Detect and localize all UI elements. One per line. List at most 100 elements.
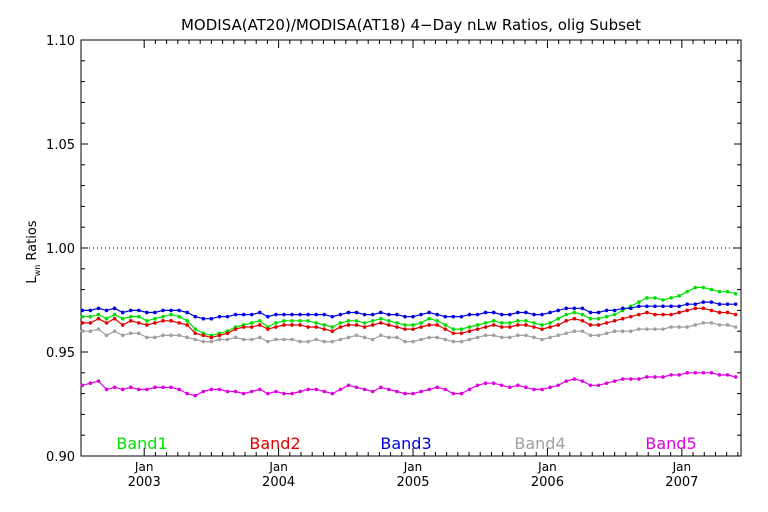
data-point-band5 [330, 391, 335, 396]
data-point-band5 [653, 375, 657, 379]
data-point-band2 [201, 333, 206, 338]
data-point-band1 [177, 314, 181, 319]
data-point-band5 [201, 389, 206, 394]
data-point-band5 [596, 383, 601, 388]
data-point-band2 [411, 327, 415, 331]
data-point-band4 [548, 335, 552, 340]
data-point-band3 [483, 310, 488, 315]
data-point-band3 [459, 314, 464, 319]
data-point-band5 [177, 387, 181, 392]
data-point-band4 [322, 339, 327, 344]
data-point-band2 [96, 316, 101, 321]
data-point-band1 [604, 314, 609, 319]
data-point-band5 [435, 385, 440, 390]
x-tick-year-label: 2004 [262, 475, 295, 490]
data-point-band4 [653, 327, 657, 331]
data-point-band2 [459, 331, 464, 336]
data-point-band5 [322, 389, 327, 394]
data-point-band5 [185, 391, 189, 396]
data-point-band1 [693, 285, 698, 290]
data-point-band4 [556, 333, 560, 338]
data-point-band4 [88, 329, 93, 334]
data-point-band3 [403, 314, 407, 319]
data-point-band4 [169, 333, 173, 338]
data-point-band1 [507, 321, 512, 325]
x-tick-month-label: Jan [268, 460, 288, 474]
data-point-band1 [354, 319, 359, 323]
data-point-band4 [346, 335, 351, 340]
data-point-band2 [104, 321, 109, 325]
data-point-band4 [217, 337, 222, 342]
data-point-band2 [467, 329, 472, 334]
data-point-band2 [378, 321, 383, 325]
data-point-band1 [322, 323, 327, 327]
data-point-band4 [290, 337, 294, 342]
data-point-band4 [491, 333, 496, 338]
data-point-band1 [483, 321, 488, 325]
legend: Band1 Band2 Band3 Band4 Band5 [116, 434, 696, 453]
data-point-band2 [572, 316, 577, 321]
data-point-band3 [177, 308, 181, 313]
data-point-band2 [725, 310, 730, 315]
data-point-band3 [669, 304, 673, 309]
data-point-band5 [354, 385, 359, 390]
data-point-band2 [653, 312, 657, 317]
data-point-band1 [282, 319, 286, 323]
data-point-band1 [298, 319, 302, 323]
data-point-band5 [104, 387, 109, 392]
data-point-band2 [693, 306, 698, 311]
y-axis-label-rest: Ratios [25, 220, 40, 265]
data-point-band1 [733, 291, 738, 296]
data-point-band2 [709, 308, 714, 313]
data-point-band2 [580, 319, 585, 323]
data-point-band4 [596, 333, 601, 338]
data-point-band4 [709, 321, 714, 325]
data-point-band5 [112, 385, 117, 390]
data-point-band5 [725, 373, 730, 377]
series-line-band4 [82, 322, 736, 343]
data-point-band4 [137, 331, 141, 336]
data-point-band3 [419, 312, 423, 317]
data-point-band4 [274, 337, 278, 342]
data-point-band3 [427, 310, 431, 315]
data-point-band5 [249, 389, 254, 394]
data-point-band1 [411, 323, 415, 327]
data-point-band5 [282, 391, 286, 396]
series-band3 [80, 300, 738, 321]
data-point-band3 [411, 314, 415, 319]
data-point-band3 [330, 314, 335, 319]
data-point-band5 [153, 385, 157, 390]
data-point-band4 [145, 335, 149, 340]
data-point-band4 [241, 337, 246, 342]
data-point-band3 [701, 300, 706, 304]
data-point-band2 [370, 323, 375, 327]
data-point-band3 [161, 308, 165, 313]
data-point-band2 [475, 327, 480, 331]
data-point-band5 [80, 383, 85, 388]
data-point-band4 [701, 321, 706, 325]
data-point-band5 [572, 377, 577, 381]
data-point-band1 [653, 296, 657, 300]
data-point-band2 [88, 321, 93, 325]
data-point-band1 [709, 287, 714, 292]
data-point-band2 [153, 321, 157, 325]
data-point-band4 [104, 333, 109, 338]
data-point-band4 [96, 327, 101, 331]
data-point-band5 [378, 385, 383, 390]
data-point-band2 [257, 323, 262, 327]
data-point-band2 [637, 312, 641, 317]
data-point-band4 [330, 339, 335, 344]
data-point-band3 [475, 312, 480, 317]
data-point-band2 [685, 308, 690, 313]
data-point-band1 [169, 312, 173, 317]
data-point-band3 [193, 314, 198, 319]
y-tick-label: 1.05 [46, 138, 75, 153]
data-point-band1 [290, 319, 294, 323]
data-point-band1 [556, 316, 560, 321]
data-point-band1 [637, 300, 641, 304]
data-point-band5 [298, 389, 302, 394]
data-point-band4 [524, 333, 528, 338]
data-point-band4 [588, 333, 593, 338]
data-point-band1 [524, 319, 528, 323]
